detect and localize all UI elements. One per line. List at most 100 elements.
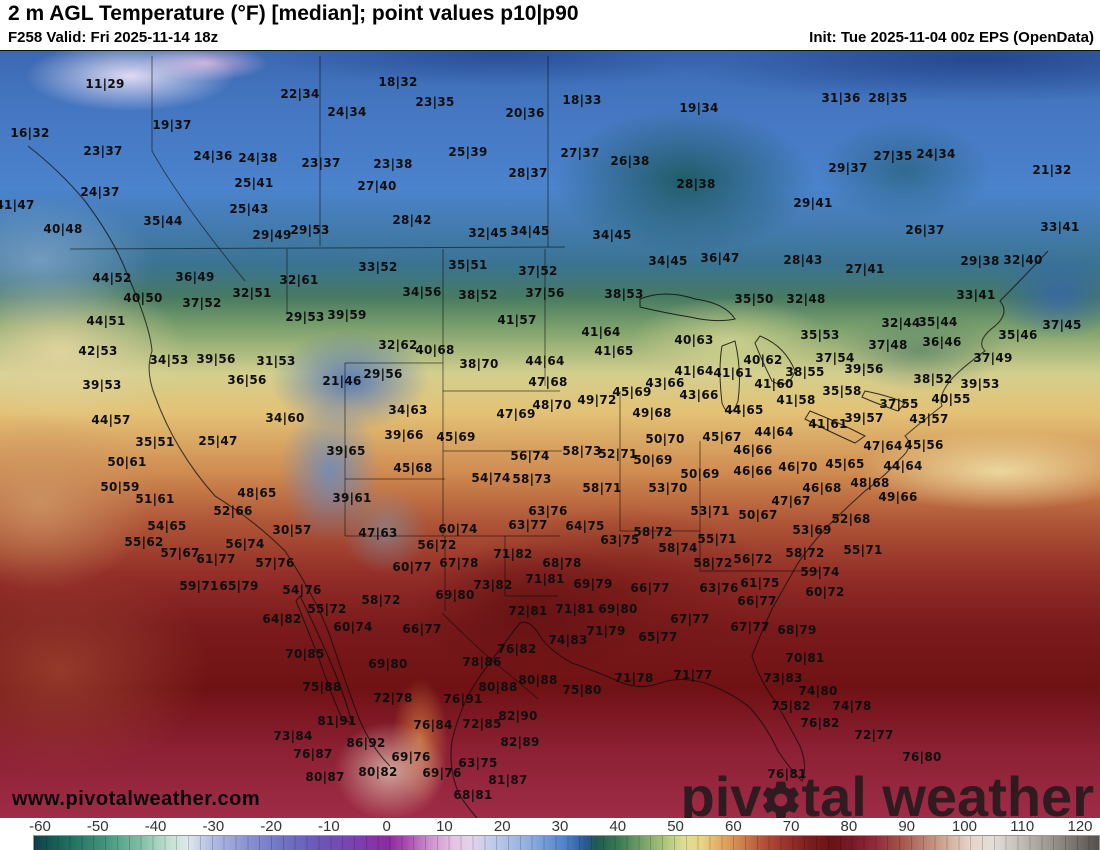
colorbar-tick: 120 — [1067, 818, 1093, 835]
point-value: 29|38 — [960, 254, 1000, 268]
point-value: 86|92 — [346, 736, 386, 750]
point-value: 81|91 — [317, 714, 357, 728]
point-value: 36|49 — [175, 270, 215, 284]
point-value: 76|82 — [800, 716, 840, 730]
point-value: 35|46 — [998, 328, 1038, 342]
point-value: 44|57 — [91, 413, 131, 427]
point-value: 71|81 — [555, 602, 595, 616]
point-value: 73|82 — [473, 578, 513, 592]
point-value: 65|79 — [219, 579, 259, 593]
point-value: 63|77 — [508, 518, 548, 532]
point-value: 56|72 — [417, 538, 457, 552]
point-value: 50|69 — [633, 453, 673, 467]
point-value: 76|82 — [497, 642, 537, 656]
point-value: 50|61 — [107, 455, 147, 469]
point-value: 29|53 — [285, 310, 325, 324]
point-value: 60|77 — [392, 560, 432, 574]
point-value: 71|78 — [614, 671, 654, 685]
point-value: 53|70 — [648, 481, 688, 495]
point-value: 37|45 — [1042, 318, 1082, 332]
point-value: 27|35 — [873, 149, 913, 163]
temperature-map[interactable]: 11|29 16|32 19|37 23|37 24|36 24|38 25|41 24|37… — [0, 50, 1100, 819]
point-value: 33|41 — [1040, 220, 1080, 234]
point-value: 55|62 — [124, 535, 164, 549]
point-value: 76|84 — [413, 718, 453, 732]
point-value: 68|81 — [453, 788, 493, 802]
point-value: 58|71 — [582, 481, 622, 495]
point-value: 24|38 — [238, 151, 278, 165]
point-value: 44|64 — [883, 459, 923, 473]
point-value: 19|37 — [152, 118, 192, 132]
point-value: 72|81 — [508, 604, 548, 618]
point-value: 29|37 — [828, 161, 868, 175]
point-value: 37|52 — [182, 296, 222, 310]
point-value: 38|53 — [604, 287, 644, 301]
point-value: 34|53 — [149, 353, 189, 367]
point-value: 48|68 — [850, 476, 890, 490]
watermark-url: www.pivotalweather.com — [12, 788, 261, 810]
point-value: 32|62 — [378, 338, 418, 352]
point-value: 73|84 — [273, 729, 313, 743]
point-value: 54|76 — [282, 583, 322, 597]
point-value: 47|69 — [496, 407, 536, 421]
point-value: 70|81 — [785, 651, 825, 665]
point-value: 71|82 — [493, 547, 533, 561]
point-value: 21|32 — [1032, 163, 1072, 177]
point-value: 65|77 — [638, 630, 678, 644]
colorbar-tick: 110 — [1010, 818, 1035, 835]
point-value: 63|76 — [699, 581, 739, 595]
point-value: 39|57 — [844, 411, 884, 425]
point-value: 56|74 — [510, 449, 550, 463]
colorbar-tick: -60 — [29, 818, 51, 835]
colorbar-tick: 0 — [382, 818, 391, 835]
colorbar-tick: 30 — [551, 818, 569, 835]
brand-suffix: tal weather — [801, 765, 1094, 820]
point-value: 32|51 — [232, 286, 272, 300]
point-value: 39|59 — [327, 308, 367, 322]
point-value: 19|34 — [679, 101, 719, 115]
point-value: 66|77 — [402, 622, 442, 636]
point-value: 28|37 — [508, 166, 548, 180]
brand-prefix: piv — [680, 765, 762, 820]
point-value: 50|69 — [680, 467, 720, 481]
point-value: 44|64 — [525, 354, 565, 368]
point-value: 34|45 — [648, 254, 688, 268]
point-value: 36|47 — [700, 251, 740, 265]
point-value: 44|65 — [724, 403, 764, 417]
point-value: 72|85 — [462, 717, 502, 731]
point-value: 63|75 — [600, 533, 640, 547]
point-value: 59|74 — [800, 565, 840, 579]
point-value: 41|65 — [594, 344, 634, 358]
colorbar-tick: 20 — [493, 818, 511, 835]
point-value: 23|35 — [415, 95, 455, 109]
point-value: 47|67 — [771, 494, 811, 508]
point-value: 68|79 — [777, 623, 817, 637]
point-value: 72|78 — [373, 691, 413, 705]
point-value: 24|34 — [327, 105, 367, 119]
point-value: 45|67 — [702, 430, 742, 444]
point-value: 40|48 — [43, 222, 83, 236]
colorbar-tick: 50 — [667, 818, 684, 835]
colorbar-gradient — [33, 835, 1100, 850]
point-value: 67|78 — [439, 556, 479, 570]
point-value: 50|59 — [100, 480, 140, 494]
point-value: 67|77 — [670, 612, 710, 626]
point-value: 50|67 — [738, 508, 778, 522]
point-value: 48|70 — [532, 398, 572, 412]
point-value: 29|56 — [363, 367, 403, 381]
point-value: 41|61 — [713, 366, 753, 380]
point-value: 41|57 — [497, 313, 537, 327]
point-value: 35|53 — [800, 328, 840, 342]
point-value: 18|33 — [562, 93, 602, 107]
point-value: 25|47 — [198, 434, 238, 448]
point-value: 37|48 — [868, 338, 908, 352]
point-value: 39|53 — [82, 378, 122, 392]
colorbar-tick: -20 — [260, 818, 282, 835]
point-value: 58|72 — [785, 546, 825, 560]
point-value: 35|51 — [135, 435, 175, 449]
point-value: 46|68 — [802, 481, 842, 495]
point-value: 46|66 — [733, 443, 773, 457]
point-value: 18|32 — [378, 75, 418, 89]
point-value: 61|77 — [196, 552, 236, 566]
point-value: 31|36 — [821, 91, 861, 105]
